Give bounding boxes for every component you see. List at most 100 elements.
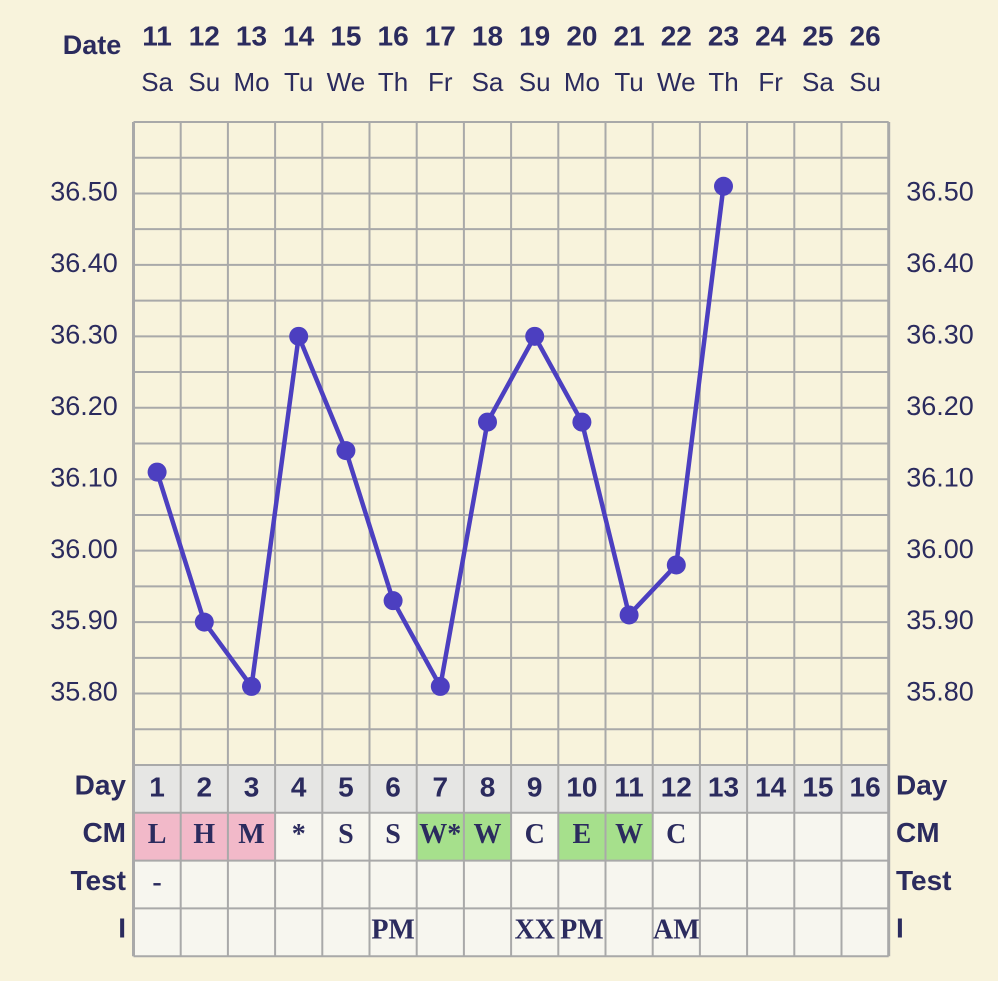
table-cell	[322, 765, 370, 813]
table-cell	[605, 860, 653, 909]
table-cell	[227, 860, 276, 909]
weekday-label: Su	[849, 67, 881, 97]
data-point	[430, 676, 450, 696]
table-cell	[369, 765, 417, 813]
table-value: 15	[802, 771, 833, 802]
data-point	[383, 591, 403, 611]
row-label: Test	[71, 865, 127, 896]
table-cell	[794, 908, 842, 957]
table-cell	[841, 765, 889, 813]
table-cell	[275, 860, 323, 909]
y-tick-label: 36.50	[50, 177, 118, 207]
data-point	[714, 176, 733, 196]
weekday-label: We	[657, 67, 696, 97]
table-cell	[511, 812, 559, 861]
table-value: PM	[371, 915, 415, 946]
row-label: Day	[75, 769, 127, 800]
y-tick-label-right: 36.00	[906, 534, 974, 564]
y-tick-label-right: 35.90	[906, 605, 974, 635]
data-point	[194, 612, 214, 632]
table-cell	[275, 908, 323, 957]
table-cell	[322, 812, 370, 861]
row-label-right: Test	[896, 865, 952, 896]
table-value: *	[292, 819, 306, 850]
table-cell	[275, 765, 323, 813]
table-cell	[794, 860, 842, 909]
data-point	[242, 676, 261, 696]
table-cell	[133, 765, 181, 813]
date-label: 22	[661, 20, 692, 51]
date-label: 13	[236, 20, 267, 51]
table-value: 11	[614, 771, 644, 802]
data-point	[336, 441, 356, 461]
data-point	[572, 412, 592, 432]
table-cell	[699, 860, 748, 909]
table-value: L	[148, 819, 167, 850]
date-label: 14	[283, 20, 315, 51]
table-cell	[133, 860, 181, 909]
table-cell	[841, 812, 889, 861]
table-cell	[652, 765, 700, 813]
table-cell	[652, 812, 700, 861]
table-value: 9	[527, 771, 543, 802]
table-cell	[369, 860, 417, 909]
table-cell	[180, 908, 228, 957]
table-value: M	[238, 819, 264, 850]
date-label: 23	[708, 20, 739, 51]
table-cell	[322, 860, 370, 909]
y-tick-label-right: 36.10	[906, 462, 974, 492]
table-cell	[133, 812, 181, 861]
table-cell	[511, 765, 559, 813]
table-value: 6	[385, 771, 401, 802]
table-value: 1	[149, 771, 165, 802]
date-label: 17	[425, 20, 456, 51]
table-cell	[699, 765, 748, 813]
table-cell	[558, 860, 606, 909]
table-cell	[841, 860, 889, 909]
data-point	[666, 555, 686, 575]
table-cell	[133, 908, 181, 957]
weekday-label: Tu	[284, 67, 313, 97]
y-tick-label-right: 36.40	[906, 248, 974, 278]
table-cell	[416, 908, 464, 957]
table-cell	[699, 908, 748, 957]
table-cell	[369, 812, 417, 861]
header-label: Date	[63, 30, 122, 60]
table-cell	[699, 812, 748, 861]
weekday-label: Su	[188, 67, 220, 97]
table-value: 16	[850, 771, 881, 802]
table-value: S	[385, 819, 401, 850]
table-cell	[463, 908, 512, 957]
table-value: 7	[433, 771, 449, 802]
table-cell	[463, 812, 512, 861]
table-value: 10	[566, 771, 597, 802]
y-tick-label: 36.40	[50, 248, 118, 278]
weekday-label: Sa	[472, 67, 504, 97]
weekday-label: Sa	[141, 67, 173, 97]
row-label-right: Day	[896, 769, 948, 800]
row-label-right: CM	[896, 817, 940, 848]
y-tick-label: 36.00	[50, 534, 118, 564]
y-tick-label-right: 35.80	[906, 677, 974, 707]
table-cell	[747, 908, 795, 957]
weekday-label: Su	[519, 67, 551, 97]
date-label: 21	[614, 20, 645, 51]
data-point	[525, 326, 545, 346]
table-cell	[511, 908, 559, 957]
table-cell	[558, 812, 606, 861]
table-cell	[558, 765, 606, 813]
weekday-label: Th	[378, 67, 408, 97]
row-label: I	[118, 913, 126, 944]
date-label: 16	[378, 20, 409, 51]
table-value: XX	[514, 915, 554, 946]
table-value: S	[338, 819, 354, 850]
table-value: 8	[480, 771, 496, 802]
table-cell	[416, 765, 464, 813]
date-label: 25	[802, 20, 833, 51]
table-value: 14	[755, 771, 787, 802]
table-cell	[605, 765, 653, 813]
data-point	[147, 462, 167, 482]
table-value: -	[152, 867, 161, 898]
table-cell	[747, 765, 795, 813]
